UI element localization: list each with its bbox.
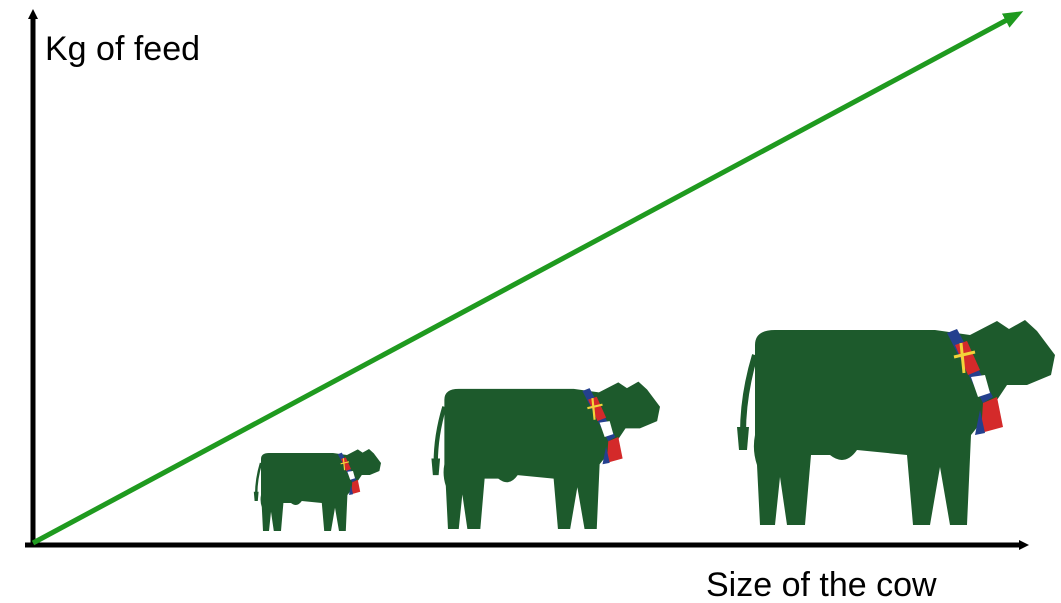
medium-cow — [431, 382, 660, 529]
large-cow — [737, 320, 1055, 525]
trend-arrow — [31, 11, 1024, 546]
y-axis-label: Kg of feed — [45, 30, 200, 68]
x-axis-label: Size of the cow — [706, 566, 937, 603]
small-cow — [253, 447, 381, 531]
